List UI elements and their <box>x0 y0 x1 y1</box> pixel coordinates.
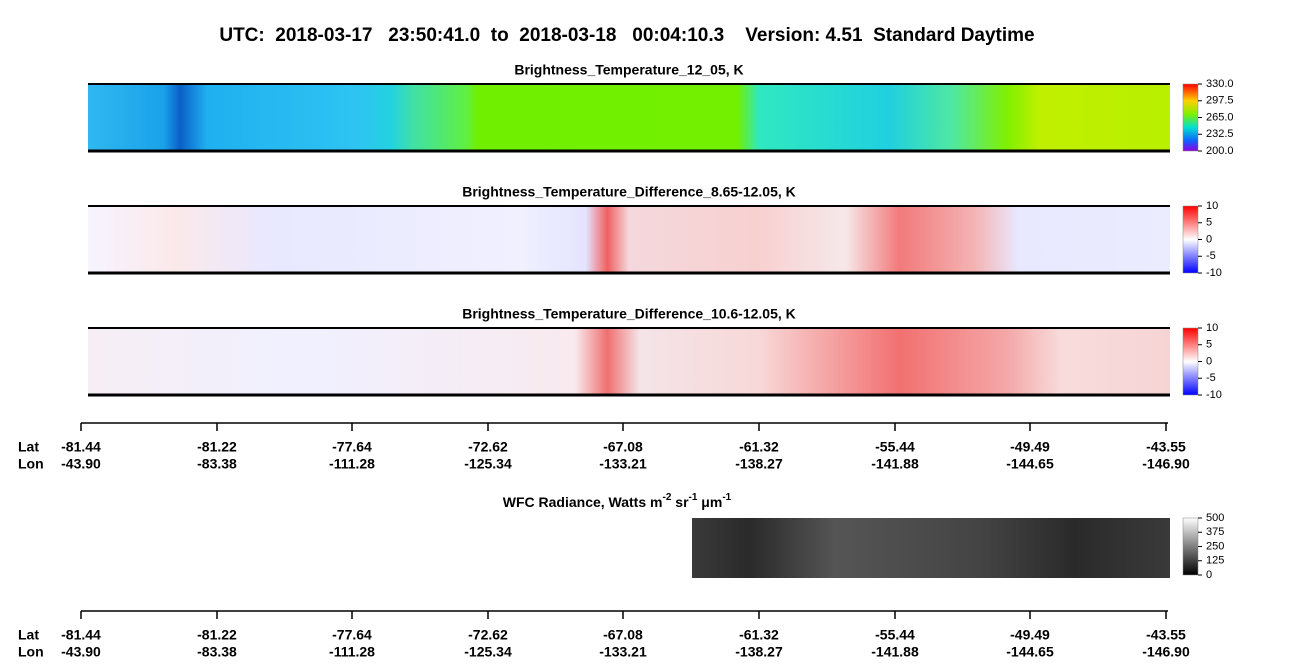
colorbar <box>1182 327 1199 396</box>
colorbar-label: -5 <box>1206 372 1216 384</box>
axis-value: -55.44 <box>875 627 915 643</box>
panel-image <box>88 84 1170 151</box>
colorbar-label: 125 <box>1206 555 1224 567</box>
colorbar-label: 0 <box>1206 355 1212 367</box>
axis-value: -146.90 <box>1142 644 1190 660</box>
superscript: -1 <box>722 492 731 503</box>
axis-value: -77.64 <box>332 627 372 643</box>
colorbar-label: 297.5 <box>1206 95 1234 107</box>
colorbar-label: 265.0 <box>1206 111 1234 123</box>
axis-value: -72.62 <box>468 627 508 643</box>
axis-value: -43.55 <box>1146 627 1186 643</box>
axis-value: -43.55 <box>1146 439 1186 455</box>
axis-value: -125.34 <box>464 456 512 472</box>
colorbar-label: -10 <box>1206 267 1222 279</box>
title-part: WFC Radiance, Watts m <box>503 494 663 510</box>
colorbar-label: 200.0 <box>1206 145 1234 157</box>
superscript: -2 <box>662 492 671 503</box>
colorbar-label: 0 <box>1206 233 1212 245</box>
panel-image <box>88 328 1170 395</box>
axis-value: -55.44 <box>875 439 915 455</box>
axis-value: -49.49 <box>1010 627 1050 643</box>
colorbar-label: -10 <box>1206 389 1222 401</box>
axis-value: -72.62 <box>468 439 508 455</box>
title-part: sr <box>671 494 689 510</box>
colorbar <box>1182 83 1199 152</box>
axis-value: -111.28 <box>329 644 375 660</box>
axis-value: -138.27 <box>735 456 783 472</box>
axis-value: -146.90 <box>1142 456 1190 472</box>
axis-value: -81.22 <box>197 627 237 643</box>
panel-image <box>88 206 1170 273</box>
axis-value: -141.88 <box>871 644 919 660</box>
axis-value: -83.38 <box>197 644 237 660</box>
axis-value: -141.88 <box>871 456 919 472</box>
page-title: UTC: 2018-03-17 23:50:41.0 to 2018-03-18… <box>219 25 1034 46</box>
superscript: -1 <box>689 492 698 503</box>
axis-value: -83.38 <box>197 456 237 472</box>
colorbar-label: 5 <box>1206 339 1212 351</box>
colorbar-label: 10 <box>1206 322 1218 334</box>
radiance-image <box>692 518 1170 578</box>
panel-title: Brightness_Temperature_Difference_10.6-1… <box>462 306 796 322</box>
axis-value: -43.90 <box>61 644 101 660</box>
radiance-title: WFC Radiance, Watts m-2 sr-1 μm-1 <box>503 492 732 510</box>
axis-value: -77.64 <box>332 439 372 455</box>
axis-row-label: Lat <box>18 627 39 643</box>
axis-value: -133.21 <box>599 456 647 472</box>
title-part: μm <box>697 494 722 510</box>
colorbar <box>1182 517 1199 576</box>
colorbar <box>1182 205 1199 274</box>
panel-title: Brightness_Temperature_Difference_8.65-1… <box>462 184 796 200</box>
axis-value: -43.90 <box>61 456 101 472</box>
axis-row-label: Lon <box>18 456 44 472</box>
axis-value: -111.28 <box>329 456 375 472</box>
axis-value: -144.65 <box>1006 644 1054 660</box>
axis-row-label: Lat <box>18 439 39 455</box>
axis-value: -49.49 <box>1010 439 1050 455</box>
axis-value: -61.32 <box>739 627 779 643</box>
axis-value: -138.27 <box>735 644 783 660</box>
colorbar-label: 232.5 <box>1206 128 1234 140</box>
axis-value: -125.34 <box>464 644 512 660</box>
axis-value: -67.08 <box>603 439 643 455</box>
axis-value: -144.65 <box>1006 456 1054 472</box>
axis-value: -81.44 <box>61 439 101 455</box>
colorbar-label: 0 <box>1206 569 1212 581</box>
axis-value: -61.32 <box>739 439 779 455</box>
axis-row-label: Lon <box>18 644 44 660</box>
colorbar-label: 330.0 <box>1206 78 1234 90</box>
colorbar-label: -5 <box>1206 250 1216 262</box>
colorbar-label: 500 <box>1206 512 1224 524</box>
colorbar-label: 5 <box>1206 217 1212 229</box>
colorbar-label: 10 <box>1206 200 1218 212</box>
axis-value: -133.21 <box>599 644 647 660</box>
colorbar-label: 250 <box>1206 540 1224 552</box>
axis-value: -67.08 <box>603 627 643 643</box>
axis-value: -81.44 <box>61 627 101 643</box>
panel-title: Brightness_Temperature_12_05, K <box>514 62 743 78</box>
colorbar-label: 375 <box>1206 526 1224 538</box>
axis-value: -81.22 <box>197 439 237 455</box>
